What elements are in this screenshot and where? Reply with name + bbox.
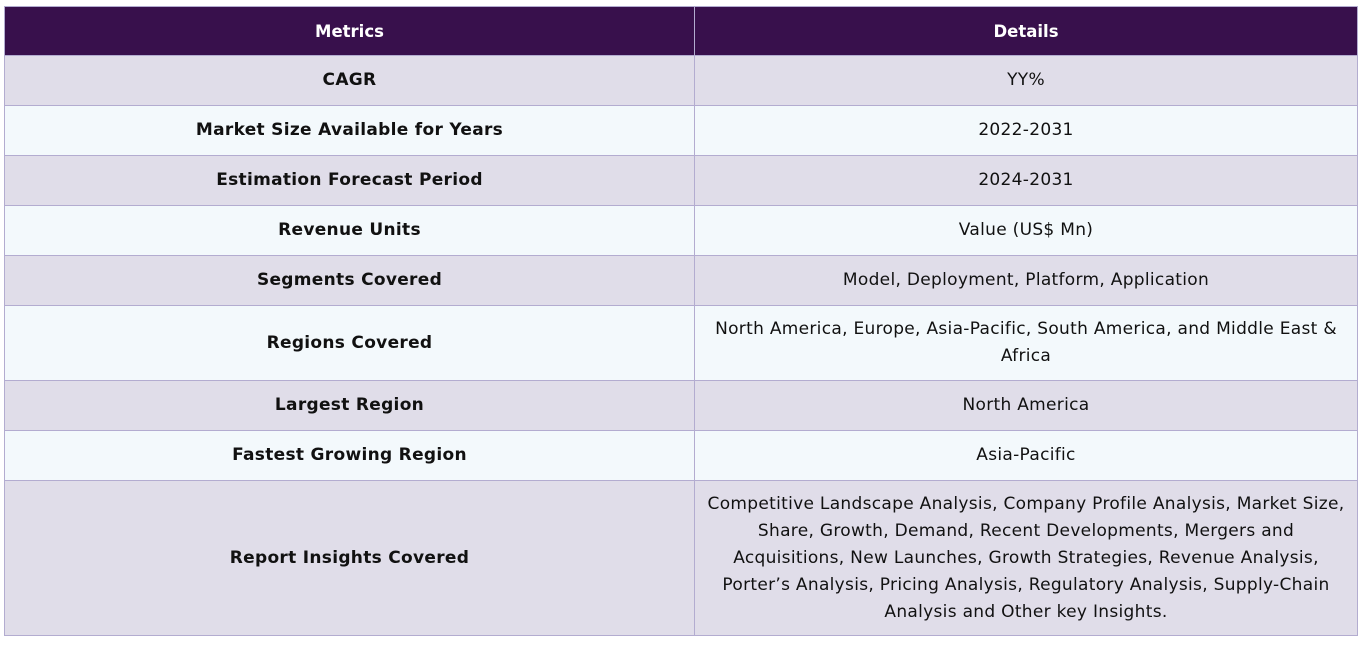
table-row: Report Insights Covered Competitive Land… <box>4 480 1358 636</box>
metric-cell: Segments Covered <box>4 255 695 306</box>
metric-cell: Report Insights Covered <box>4 480 695 636</box>
detail-cell: YY% <box>694 55 1358 106</box>
metric-cell: Fastest Growing Region <box>4 430 695 481</box>
table-row: Revenue Units Value (US$ Mn) <box>4 205 1358 256</box>
table-row: Fastest Growing Region Asia-Pacific <box>4 430 1358 481</box>
details-column-header: Details <box>694 6 1358 56</box>
metric-cell: Regions Covered <box>4 305 695 381</box>
table-row: CAGR YY% <box>4 55 1358 106</box>
metric-cell: Revenue Units <box>4 205 695 256</box>
detail-cell: 2024-2031 <box>694 155 1358 206</box>
detail-cell: Competitive Landscape Analysis, Company … <box>694 480 1358 636</box>
metric-cell: Largest Region <box>4 380 695 431</box>
detail-cell: 2022-2031 <box>694 105 1358 156</box>
detail-cell: North America, Europe, Asia-Pacific, Sou… <box>694 305 1358 381</box>
table-header-row: Metrics Details <box>4 6 1358 56</box>
table-row: Largest Region North America <box>4 380 1358 431</box>
metric-cell: Estimation Forecast Period <box>4 155 695 206</box>
table-row: Estimation Forecast Period 2024-2031 <box>4 155 1358 206</box>
detail-cell: North America <box>694 380 1358 431</box>
detail-cell: Model, Deployment, Platform, Application <box>694 255 1358 306</box>
table-row: Regions Covered North America, Europe, A… <box>4 305 1358 381</box>
report-metrics-table: Metrics Details CAGR YY% Market Size Ava… <box>4 6 1358 636</box>
detail-cell: Asia-Pacific <box>694 430 1358 481</box>
metrics-column-header: Metrics <box>4 6 695 56</box>
report-metrics-table-container: Metrics Details CAGR YY% Market Size Ava… <box>4 6 1358 636</box>
table-row: Segments Covered Model, Deployment, Plat… <box>4 255 1358 306</box>
detail-cell: Value (US$ Mn) <box>694 205 1358 256</box>
table-row: Market Size Available for Years 2022-203… <box>4 105 1358 156</box>
metric-cell: CAGR <box>4 55 695 106</box>
metric-cell: Market Size Available for Years <box>4 105 695 156</box>
